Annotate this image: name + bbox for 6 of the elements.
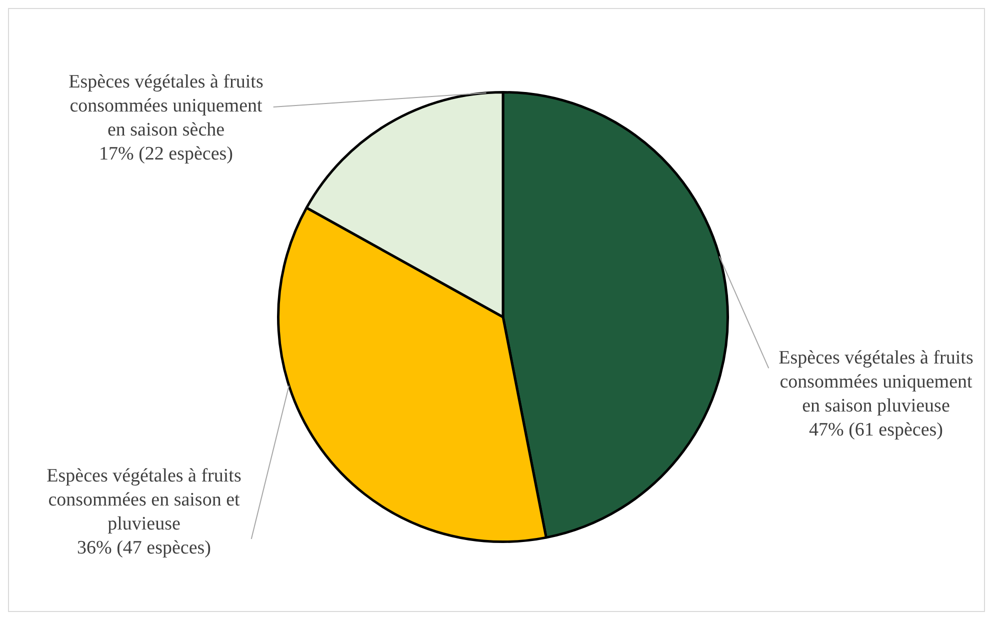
slice-label: Espèces végétales à fruits consommées uniquement en saison pluvieuse (778, 347, 974, 416)
slice-label: Espèces végétales à fruits consommées uniquement en saison sèche (68, 71, 264, 140)
slice-label: Espèces végétales à fruits consommées en saison et pluvieuse (46, 465, 242, 534)
data-label: 17% (22 espèces) (98, 143, 234, 164)
data-label: 47% (61 espèces) (808, 419, 944, 440)
data-label: 36% (47 espèces) (76, 537, 212, 558)
